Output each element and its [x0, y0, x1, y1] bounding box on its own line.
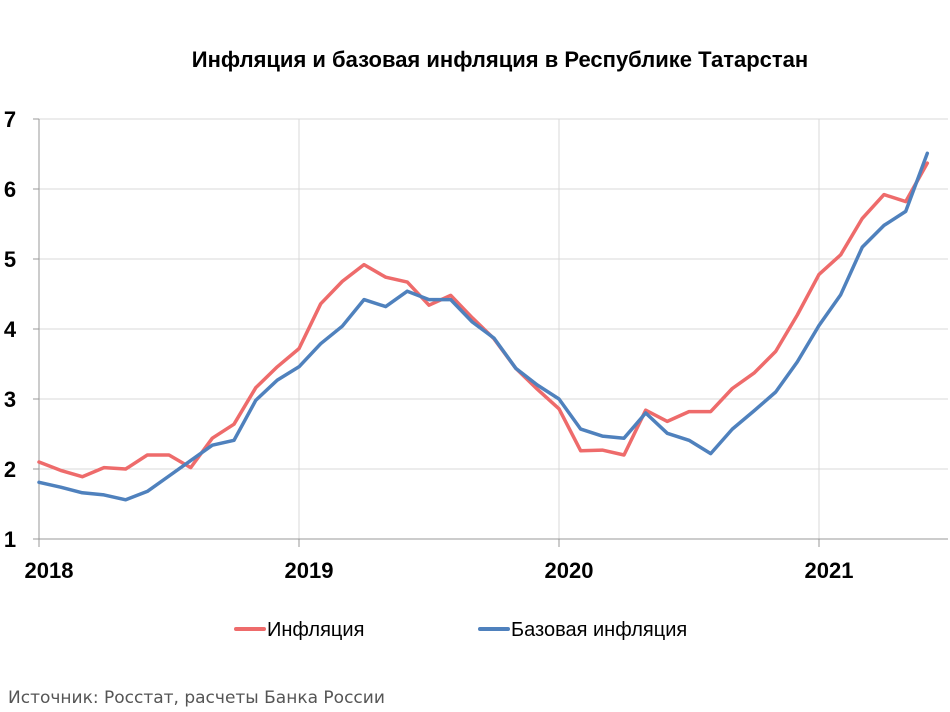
y-tick-label: 6 [4, 177, 16, 202]
chart-title: Инфляция и базовая инфляция в Республике… [192, 47, 808, 72]
x-tick-label: 2021 [805, 558, 854, 583]
y-tick-label: 4 [4, 317, 17, 342]
legend: Инфляция Базовая инфляция [234, 619, 687, 641]
legend-label-inflation: Инфляция [267, 619, 364, 641]
series-line-inflation [37, 161, 930, 479]
source-note: Источник: Росстат, расчеты Банка России [8, 688, 385, 708]
y-tick-label: 7 [4, 107, 16, 132]
y-tick-label: 2 [4, 457, 16, 482]
series-line-core-inflation [37, 151, 930, 502]
series-lines [37, 151, 930, 502]
y-tick-label: 5 [4, 247, 16, 272]
x-tick-label: 2018 [25, 558, 74, 583]
gridlines [39, 118, 948, 539]
y-tick-label: 1 [4, 527, 16, 552]
y-tick-label: 3 [4, 387, 16, 412]
x-tick-label: 2020 [545, 558, 594, 583]
x-axis: 2018 2019 2020 2021 [25, 538, 948, 583]
y-axis: 1 2 3 4 5 6 7 [4, 107, 40, 552]
x-tick-label: 2019 [285, 558, 334, 583]
legend-label-core-inflation: Базовая инфляция [511, 619, 687, 641]
